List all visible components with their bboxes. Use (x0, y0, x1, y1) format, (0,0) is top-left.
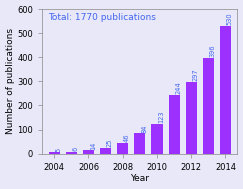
Bar (151, 124, 163, 154)
Bar (66, 152, 77, 154)
Bar (186, 82, 197, 154)
Y-axis label: Number of publications: Number of publications (6, 28, 15, 134)
Bar (169, 95, 180, 154)
Text: 297: 297 (193, 69, 199, 81)
Bar (220, 26, 231, 154)
Text: 5: 5 (56, 147, 61, 152)
Bar (100, 148, 111, 154)
Bar (49, 153, 60, 154)
Text: 396: 396 (210, 45, 216, 57)
Text: 530: 530 (227, 13, 233, 25)
Text: Total: 1770 publications: Total: 1770 publications (48, 13, 156, 22)
Text: 84: 84 (141, 124, 147, 133)
Text: 46: 46 (124, 133, 130, 142)
Text: 6: 6 (73, 147, 79, 151)
Text: 244: 244 (175, 81, 182, 94)
Text: 14: 14 (90, 141, 96, 149)
Bar (83, 150, 94, 154)
Bar (117, 143, 128, 154)
Bar (203, 58, 214, 154)
X-axis label: Year: Year (130, 174, 149, 184)
Text: 123: 123 (158, 111, 164, 123)
Text: 25: 25 (107, 138, 113, 147)
Bar (134, 133, 145, 154)
